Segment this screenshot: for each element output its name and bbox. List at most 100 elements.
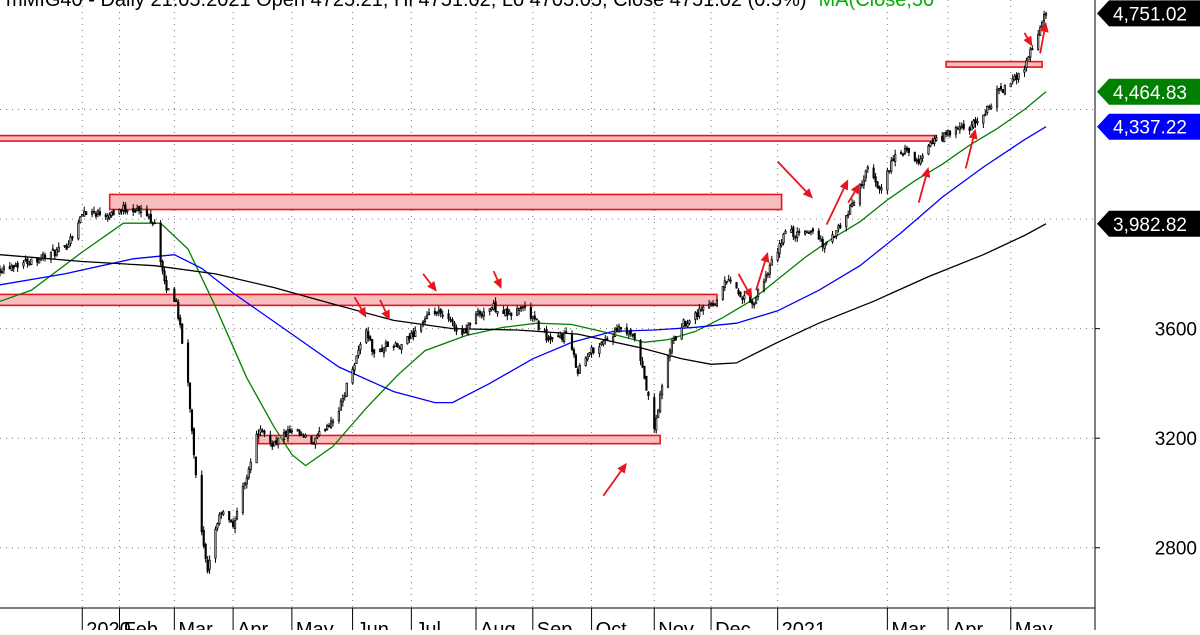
candle-body	[504, 308, 507, 317]
candle-body	[1044, 13, 1048, 16]
candle-body	[970, 124, 973, 131]
candle-body	[935, 137, 938, 141]
x-tick-label: Dec	[715, 619, 751, 630]
candle-body	[702, 306, 705, 311]
candle-body	[617, 325, 621, 332]
candle-body	[394, 342, 397, 347]
price-label-text: 3,982.82	[1113, 215, 1187, 236]
candle-body	[408, 335, 411, 340]
x-tick-label: Mar	[891, 619, 926, 630]
candle-body	[990, 105, 993, 109]
candle-body	[1003, 85, 1006, 95]
candle-body	[1017, 73, 1020, 80]
candle-body	[880, 187, 883, 191]
candle-body	[547, 337, 550, 340]
candle-body	[768, 264, 771, 275]
candle-body	[245, 477, 248, 485]
candle-body	[715, 299, 719, 306]
candle-body	[49, 251, 53, 260]
candle-body	[945, 131, 948, 135]
candle-body	[420, 323, 423, 332]
candle-body	[190, 409, 194, 432]
arrow-shaft	[825, 188, 845, 225]
candle-body	[147, 215, 150, 219]
arrow-head	[839, 179, 849, 191]
arrow-head	[1039, 21, 1049, 33]
candle-body	[805, 231, 809, 234]
arrow-head	[743, 287, 753, 299]
candle-body	[655, 418, 658, 431]
candle-body	[535, 318, 538, 321]
x-tick-label: Jun	[357, 619, 389, 630]
candle-body	[90, 211, 94, 215]
candle-body	[63, 244, 66, 247]
price-label: 4,337.22	[1097, 113, 1200, 140]
candle-body	[956, 127, 959, 130]
candle-body	[1031, 48, 1034, 50]
candle-body	[811, 228, 815, 232]
candle-body	[933, 138, 936, 144]
candle-body	[243, 482, 246, 486]
candle-body	[584, 357, 587, 366]
arrow-shaft	[492, 270, 499, 281]
arrow-head	[802, 188, 813, 199]
arrow-head	[357, 306, 367, 318]
candle-body	[369, 336, 372, 341]
candle-body	[570, 334, 574, 350]
arrow-shaft	[755, 261, 766, 291]
candle-body	[941, 135, 944, 141]
candle-body	[488, 308, 491, 312]
candle-body	[721, 286, 724, 300]
candle-body	[563, 332, 566, 342]
price-label-text: 4,751.02	[1113, 4, 1187, 25]
y-tick-label: 2800	[1155, 539, 1197, 560]
candle-body	[36, 257, 39, 263]
candle-body	[508, 310, 511, 315]
candle-body	[71, 236, 74, 239]
candle-body	[24, 259, 27, 262]
candle-body	[441, 314, 444, 317]
candle-body	[175, 300, 178, 302]
candle-body	[296, 429, 299, 432]
candle-body	[451, 319, 454, 323]
candle-body	[159, 222, 162, 263]
candle-body	[220, 512, 223, 515]
candle-body	[872, 167, 875, 179]
x-tick-label: Aug	[480, 619, 516, 630]
candle-body	[53, 250, 56, 257]
candle-body	[467, 324, 470, 335]
candle-body	[960, 125, 963, 128]
candle-body	[202, 529, 205, 547]
annotation-arrows	[353, 21, 1049, 497]
candle-body	[766, 273, 769, 276]
candle-body	[888, 170, 891, 172]
candle-body	[995, 89, 999, 108]
candle-body	[300, 433, 303, 436]
candle-body	[177, 301, 180, 320]
candle-body	[386, 341, 389, 347]
candle-body	[518, 307, 521, 311]
candle-body	[641, 360, 644, 368]
candle-body	[988, 106, 991, 109]
candle-body	[510, 312, 513, 317]
candle-body	[657, 409, 660, 418]
candle-body	[851, 202, 854, 207]
zone-rect	[257, 434, 661, 445]
candle-body	[921, 155, 924, 159]
candle-body	[661, 385, 664, 396]
candle-body	[398, 347, 401, 350]
candle-body	[919, 158, 922, 164]
candle-body	[341, 398, 344, 403]
candle-body	[878, 186, 881, 190]
candle-body	[165, 280, 168, 291]
candle-body	[698, 308, 701, 317]
candle-body	[653, 397, 656, 429]
candle-body	[598, 346, 601, 354]
candle-body	[615, 327, 619, 331]
candle-body	[233, 520, 237, 529]
candle-body	[122, 205, 125, 211]
candle-body	[516, 308, 519, 316]
candle-body	[862, 179, 865, 186]
candle-body	[776, 252, 779, 261]
candle-body	[666, 355, 670, 388]
